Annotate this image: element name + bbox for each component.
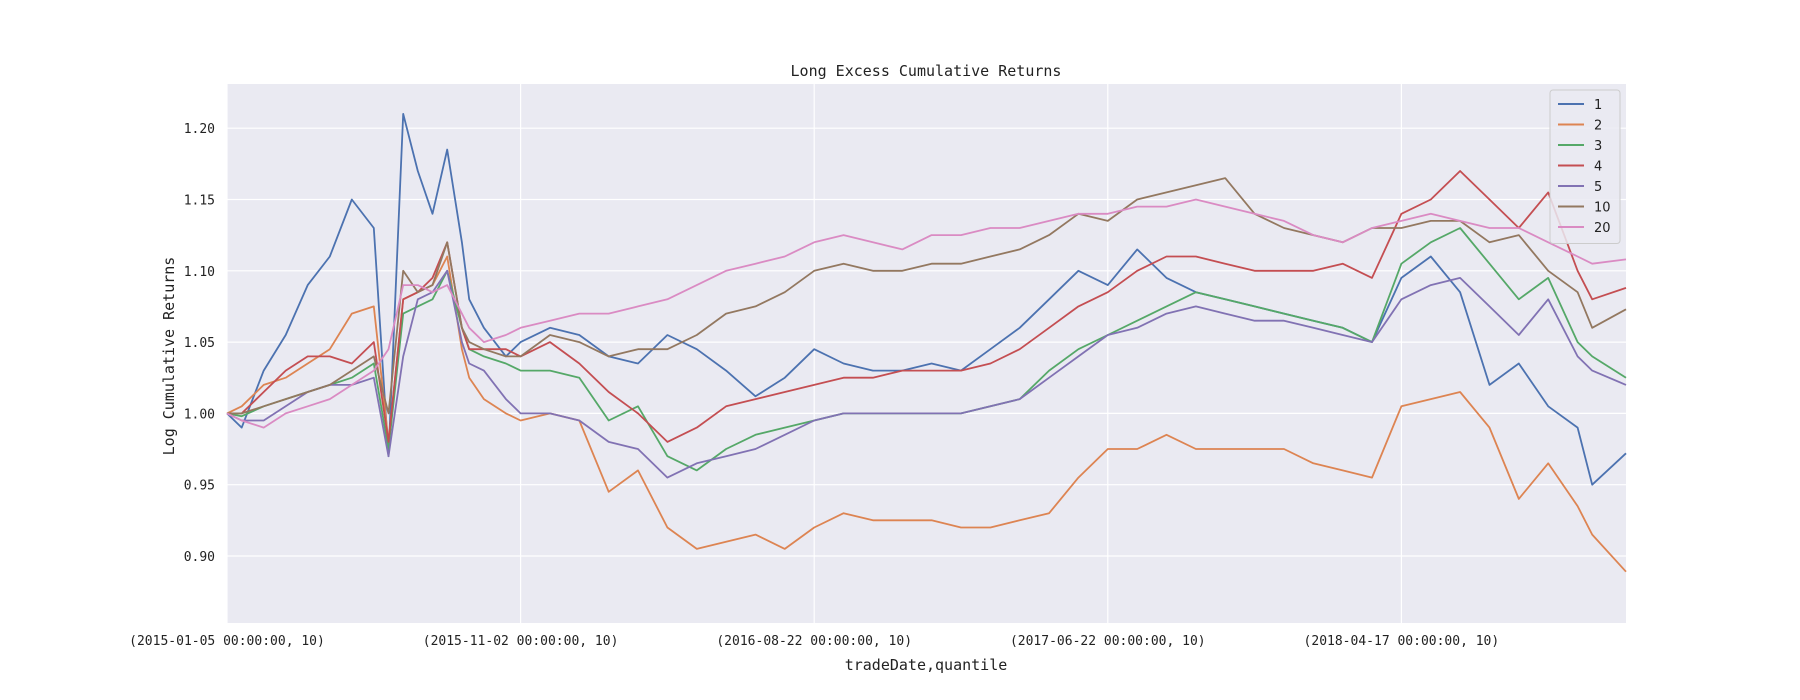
y-axis-ticks: 0.90 0.95 1.00 1.05 1.10 1.15 1.20 xyxy=(184,122,215,565)
y-tick-label: 1.20 xyxy=(184,122,215,137)
x-axis-ticks: (2015-01-05 00:00:00, 10) (2015-11-02 00:… xyxy=(129,634,1499,649)
series-line-20 xyxy=(226,198,1627,429)
legend-label: 20 xyxy=(1594,221,1611,236)
x-tick-label: (2016-08-22 00:00:00, 10) xyxy=(716,634,912,649)
legend-label: 4 xyxy=(1594,160,1602,175)
legend-label: 3 xyxy=(1594,139,1602,154)
y-tick-label: 1.00 xyxy=(184,407,215,422)
y-tick-label: 1.10 xyxy=(184,265,215,280)
series-lines xyxy=(226,113,1627,573)
x-axis-label: tradeDate,quantile xyxy=(845,656,1008,674)
y-tick-label: 1.05 xyxy=(184,336,215,351)
y-tick-label: 0.95 xyxy=(184,479,215,494)
legend-box xyxy=(1549,89,1621,244)
x-tick-label: (2018-04-17 00:00:00, 10) xyxy=(1304,634,1500,649)
legend-label: 10 xyxy=(1594,201,1611,216)
y-tick-label: 1.15 xyxy=(184,194,215,209)
chart-title: Long Excess Cumulative Returns xyxy=(791,62,1062,80)
x-tick-label: (2017-06-22 00:00:00, 10) xyxy=(1010,634,1206,649)
legend-label: 5 xyxy=(1594,180,1602,195)
legend: 1 2 3 4 5 10 20 xyxy=(1549,89,1621,244)
plot-background xyxy=(227,84,1626,623)
legend-label: 1 xyxy=(1594,98,1602,113)
series-line-4 xyxy=(227,170,1627,443)
x-tick-label: (2015-11-02 00:00:00, 10) xyxy=(423,634,619,649)
series-line-5 xyxy=(226,269,1627,479)
x-tick-label: (2015-01-05 00:00:00, 10) xyxy=(129,634,325,649)
y-tick-label: 0.90 xyxy=(184,550,215,565)
y-axis-label: Log Cumulative Returns xyxy=(160,257,178,456)
legend-label: 2 xyxy=(1594,119,1602,134)
